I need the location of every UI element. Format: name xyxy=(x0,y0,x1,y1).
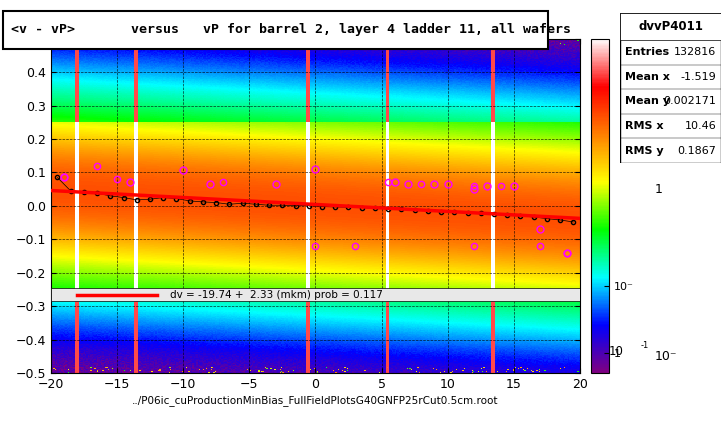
Bar xyxy=(620,13,721,40)
Bar xyxy=(51,288,580,301)
Text: -1: -1 xyxy=(641,341,649,350)
X-axis label: ../P06ic_cuProductionMinBias_FullFieldPlotsG40GNFP25rCut0.5cm.root: ../P06ic_cuProductionMinBias_FullFieldPl… xyxy=(132,395,499,406)
Text: dvvP4011: dvvP4011 xyxy=(638,20,703,33)
Text: 0.002171: 0.002171 xyxy=(663,97,716,106)
Text: Mean y: Mean y xyxy=(625,97,670,106)
Text: dv = -19.74 +  2.33 (mkm) prob = 0.117: dv = -19.74 + 2.33 (mkm) prob = 0.117 xyxy=(170,290,383,299)
Text: 10.46: 10.46 xyxy=(684,121,716,131)
Text: 0.1867: 0.1867 xyxy=(677,146,716,156)
Text: RMS x: RMS x xyxy=(625,121,663,131)
Text: 10⁻: 10⁻ xyxy=(654,350,677,363)
Text: 10: 10 xyxy=(609,345,624,358)
Text: Entries: Entries xyxy=(625,47,669,57)
Text: -1.519: -1.519 xyxy=(681,72,716,82)
Text: RMS y: RMS y xyxy=(625,146,663,156)
Text: <v - vP>       versus   vP for barrel 2, layer 4 ladder 11, all wafers: <v - vP> versus vP for barrel 2, layer 4… xyxy=(11,23,571,36)
Text: 1: 1 xyxy=(654,183,662,196)
Text: Mean x: Mean x xyxy=(625,72,670,82)
Text: 132816: 132816 xyxy=(674,47,716,57)
